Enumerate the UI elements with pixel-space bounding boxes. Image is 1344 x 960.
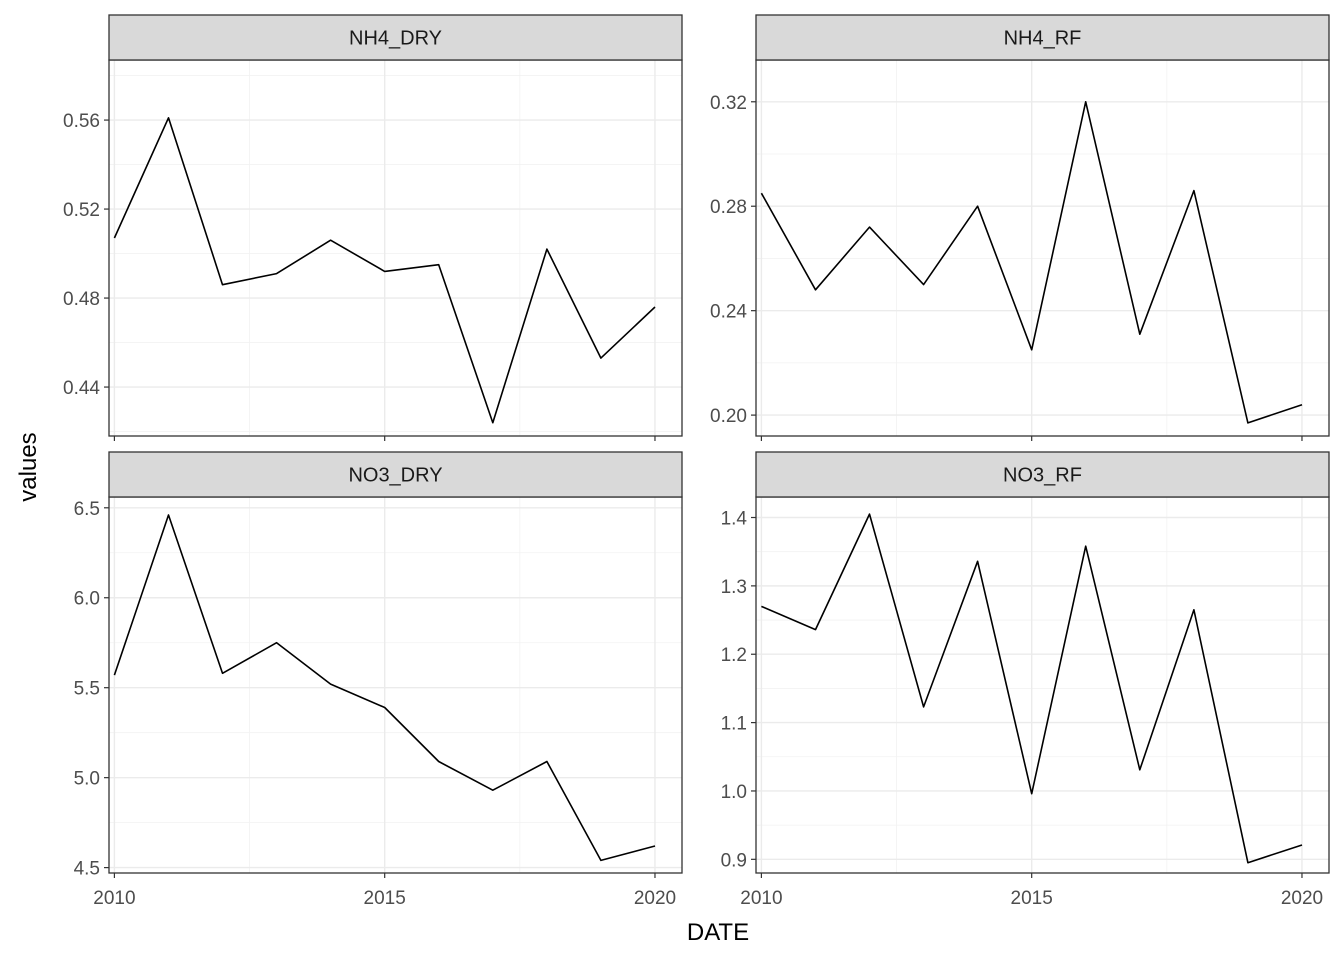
facet-strip bbox=[108, 451, 683, 498]
x-tick-label: 2010 bbox=[93, 888, 135, 909]
x-tick-label: 2020 bbox=[1281, 888, 1323, 909]
panel-background bbox=[109, 497, 682, 873]
y-tick-label: 0.28 bbox=[710, 197, 747, 218]
series-line bbox=[761, 513, 1303, 864]
facet-strip-label: NH4_DRY bbox=[349, 28, 442, 50]
y-tick-label: 0.20 bbox=[710, 406, 747, 427]
panel-background bbox=[756, 60, 1329, 436]
facet-nh4-rf: NH4_RF 0.20 0.24 0.28 0.32 bbox=[710, 14, 1330, 441]
facet-strip bbox=[108, 14, 683, 61]
y-tick-label: 6.5 bbox=[74, 499, 100, 520]
y-tick-label: 1.2 bbox=[721, 645, 747, 666]
y-tick-label: 1.3 bbox=[721, 577, 747, 598]
facet-strip-label: NO3_RF bbox=[1003, 465, 1082, 487]
facet-strip bbox=[755, 14, 1330, 61]
panel-background bbox=[756, 497, 1329, 873]
series-line bbox=[113, 117, 656, 424]
y-tick-label: 0.24 bbox=[710, 302, 747, 323]
y-tick-label: 0.32 bbox=[710, 93, 747, 114]
x-tick-label: 2010 bbox=[740, 888, 782, 909]
facet-strip bbox=[755, 451, 1330, 498]
y-tick-label: 0.9 bbox=[721, 850, 747, 871]
y-tick-label: 4.5 bbox=[74, 859, 100, 880]
facet-no3-rf: NO3_RF 0.9 1.0 1.1 1.2 1.3 1.4 2010 2015 2020 bbox=[721, 451, 1330, 909]
y-tick-label: 0.56 bbox=[63, 111, 100, 132]
facet-strip-label: NH4_RF bbox=[1004, 28, 1082, 50]
y-tick-label: 1.0 bbox=[721, 782, 747, 803]
y-tick-label: 6.0 bbox=[74, 589, 100, 610]
y-tick-label: 0.48 bbox=[63, 289, 100, 310]
facet-no3-dry: NO3_DRY 4.5 5.0 5.5 6.0 6.5 2010 2015 2020 bbox=[74, 451, 683, 909]
facet-panels: NH4_DRY 0.44 0.48 0.52 0.56 NH4_RF 0.20 0.24 0.2… bbox=[63, 14, 1330, 909]
facet-strip-label: NO3_DRY bbox=[348, 465, 442, 487]
y-axis-title: values bbox=[15, 432, 42, 501]
x-axis-title: DATE bbox=[687, 919, 749, 946]
y-tick-label: 5.5 bbox=[74, 679, 100, 700]
y-tick-label: 1.1 bbox=[721, 714, 747, 735]
series-line bbox=[760, 101, 1303, 424]
y-tick-label: 0.44 bbox=[63, 378, 100, 399]
facet-nh4-dry: NH4_DRY 0.44 0.48 0.52 0.56 bbox=[63, 14, 683, 441]
x-tick-label: 2020 bbox=[634, 888, 676, 909]
x-tick-label: 2015 bbox=[364, 888, 406, 909]
y-tick-label: 1.4 bbox=[721, 509, 748, 530]
x-tick-label: 2015 bbox=[1011, 888, 1053, 909]
panel-background bbox=[109, 60, 682, 436]
series-line bbox=[113, 514, 656, 862]
y-tick-label: 0.52 bbox=[63, 200, 100, 221]
y-tick-label: 5.0 bbox=[74, 769, 100, 790]
